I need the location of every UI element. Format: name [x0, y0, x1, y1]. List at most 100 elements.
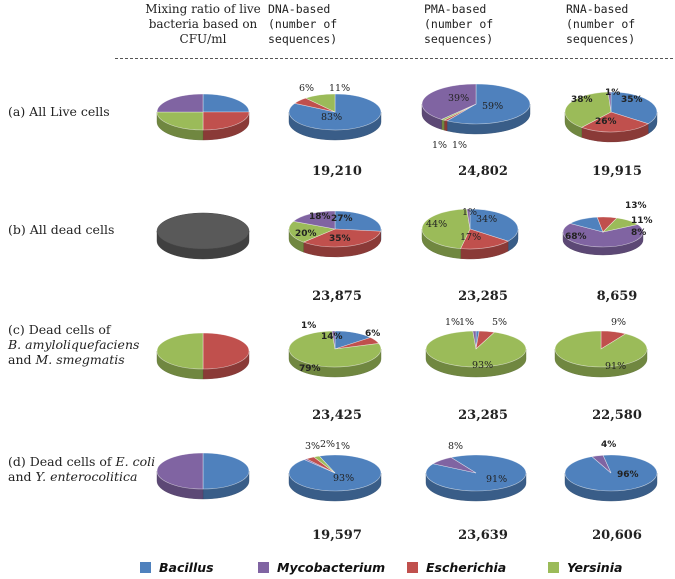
row-label-c-line1: (c) Dead cells of — [8, 322, 111, 337]
pie-8-label-yersinia: 11% — [631, 216, 653, 226]
legend-item-yersinia: Yersinia — [548, 560, 622, 575]
count-d-rna: 20,606 — [592, 528, 642, 543]
pie-7-label-mycobacterium: 1% — [462, 207, 477, 218]
pie-14: 93% 1% 3% 2% — [288, 439, 382, 502]
pie-13-slice-bacillus — [202, 452, 250, 490]
pie-6-slice-mycobacterium — [292, 210, 336, 230]
pie-3-side-escherichia — [444, 119, 448, 132]
pie-3: 59% 1% 1% 39% — [421, 83, 531, 151]
row-label-a: (a) All Live cells — [8, 104, 110, 119]
pie-3-side-yersinia — [441, 119, 445, 131]
pie-4-slice-mycobacterium — [607, 91, 612, 113]
pie-9 — [156, 332, 250, 380]
header-dna-based: DNA-based (number of sequences) — [268, 2, 338, 46]
pie-6-label-bacillus: 27% — [331, 214, 353, 224]
pie-13 — [156, 452, 250, 500]
row-label-c-species2: M. smegmatis — [35, 352, 125, 367]
row-label-d-line1: (d) Dead cells of — [8, 454, 112, 469]
pie-6-slice-yersinia — [288, 221, 337, 243]
pie-6-label-mycobacterium: 18% — [309, 212, 331, 222]
pie-10-label-bacillus: 14% — [321, 332, 343, 342]
pie-12-slice-yersinia — [554, 330, 648, 368]
pie-7-label-yersinia: 44% — [426, 219, 447, 230]
pie-4-slice-bacillus — [610, 91, 658, 125]
pie-2: 83% 6% 11% — [288, 83, 382, 141]
pie-3-label-escherichia: 1% — [432, 140, 447, 151]
pie-16-label-bacillus: 96% — [617, 470, 639, 480]
row-label-b: (b) All dead cells — [8, 222, 115, 237]
pie-1-slice-mycobacterium — [156, 93, 204, 113]
row-label-c: (c) Dead cells of B. amyloliquefaciens a… — [8, 322, 139, 367]
pie-7-label-escherichia: 17% — [460, 232, 481, 243]
pie-6-label-escherichia: 35% — [329, 234, 351, 244]
pie-6-slice-bacillus — [334, 210, 382, 232]
pie-9-slice-yersinia — [156, 332, 204, 370]
pie-4-slice-escherichia — [580, 111, 649, 133]
pie-15: 91% 8% — [425, 441, 527, 502]
pie-3-slice-mycobacterium — [421, 83, 477, 120]
pie-4-label-bacillus: 35% — [621, 95, 643, 105]
count-c-pma: 23,285 — [458, 408, 508, 423]
pie-3-label-yersinia: 1% — [452, 140, 467, 151]
legend-swatch-mycobacterium — [258, 562, 269, 573]
pie-10-label-yersinia: 79% — [299, 364, 321, 374]
pie-14-label-escherichia: 3% — [305, 441, 320, 452]
legend-swatch-escherichia — [407, 562, 418, 573]
pie-2-slice-yersinia — [304, 93, 336, 113]
legend: Bacillus Mycobacterium Escherichia Yersi… — [0, 560, 675, 578]
pie-11-label-bacillus: 1% — [459, 317, 474, 328]
legend-label-yersinia: Yersinia — [567, 560, 623, 575]
pie-7: 34% 17% 44% 1% — [421, 207, 519, 260]
pie-11-label-mycobacterium: 1% — [445, 317, 460, 328]
pie-13-slice-mycobacterium — [156, 452, 204, 490]
pie-7-label-bacillus: 34% — [476, 214, 497, 225]
pie-1 — [156, 93, 250, 141]
row-label-d: (d) Dead cells of E. coli and Y. enteroc… — [8, 454, 155, 484]
pie-14-label-bacillus: 93% — [333, 473, 354, 484]
pie-4: 35% 26% 38% 1% — [564, 88, 658, 143]
pie-16-label-mycobacterium: 4% — [601, 440, 616, 450]
pie-6-slice-escherichia — [302, 228, 382, 248]
pie-12-label-yersinia: 91% — [605, 361, 626, 372]
pie-4-label-escherichia: 26% — [595, 117, 617, 127]
pie-15-label-mycobacterium: 8% — [448, 441, 463, 452]
pie-5-slice-dead — [156, 212, 250, 250]
pie-7-slice-escherichia — [460, 228, 509, 250]
pie-8-label-mycobacterium: 68% — [565, 232, 587, 242]
header-separator — [115, 58, 673, 59]
pie-7-slice-mycobacterium — [466, 208, 471, 230]
pie-16-slice-mycobacterium — [591, 454, 612, 474]
pie-6: 27% 35% 20% 18% — [288, 210, 382, 258]
pie-4-label-yersinia: 38% — [571, 95, 593, 105]
legend-swatch-bacillus — [140, 562, 151, 573]
count-a-pma: 24,802 — [458, 164, 508, 179]
row-label-c-and: and — [8, 352, 32, 367]
pie-11-slice-mycobacterium — [472, 330, 477, 350]
pie-14-slice-yersinia — [313, 455, 336, 474]
pie-15-label-bacillus: 91% — [486, 474, 507, 485]
pie-9-slice-escherichia — [202, 332, 250, 370]
count-b-rna: 8,659 — [596, 289, 638, 304]
pie-7-slice-yersinia — [421, 208, 471, 249]
legend-label-escherichia: Escherichia — [426, 560, 507, 575]
pie-6-label-yersinia: 20% — [295, 229, 317, 239]
pie-3-label-mycobacterium: 39% — [448, 93, 469, 104]
count-c-rna: 22,580 — [592, 408, 642, 423]
pie-2-label-yersinia: 11% — [329, 83, 350, 94]
pie-4-label-mycobacterium: 1% — [605, 88, 620, 98]
legend-label-bacillus: Bacillus — [159, 560, 214, 575]
count-c-dna: 23,425 — [312, 408, 362, 423]
pie-3-slice-bacillus — [446, 83, 531, 125]
pie-16: 96% 4% — [564, 440, 658, 502]
pie-12: 9% 91% — [554, 317, 648, 378]
pie-8-slice-mycobacterium — [562, 223, 644, 248]
pie-7-slice-bacillus — [469, 208, 519, 242]
legend-swatch-yersinia — [548, 562, 559, 573]
pie-14-label-yersinia: 2% — [320, 439, 335, 450]
pie-5 — [156, 212, 250, 260]
pie-8-slice-yersinia — [602, 217, 639, 233]
pie-11-label-yersinia: 93% — [472, 360, 493, 371]
pie-8-label-escherichia: 8% — [631, 228, 646, 238]
header-rna-based: RNA-based (number of sequences) — [566, 2, 636, 46]
